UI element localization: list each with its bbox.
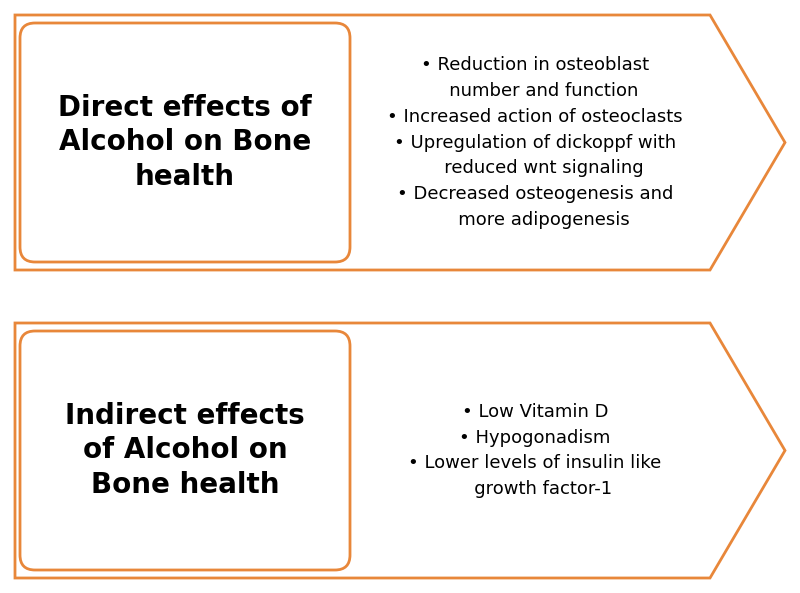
FancyBboxPatch shape (20, 331, 350, 570)
Text: • Low Vitamin D
• Hypogonadism
• Lower levels of insulin like
   growth factor-1: • Low Vitamin D • Hypogonadism • Lower l… (408, 403, 662, 498)
Text: Indirect effects
of Alcohol on
Bone health: Indirect effects of Alcohol on Bone heal… (65, 402, 305, 499)
Polygon shape (15, 323, 785, 578)
Text: Direct effects of
Alcohol on Bone
health: Direct effects of Alcohol on Bone health (58, 94, 312, 191)
Polygon shape (15, 15, 785, 270)
Text: • Reduction in osteoblast
   number and function
• Increased action of osteoclas: • Reduction in osteoblast number and fun… (387, 56, 683, 228)
FancyBboxPatch shape (20, 23, 350, 262)
